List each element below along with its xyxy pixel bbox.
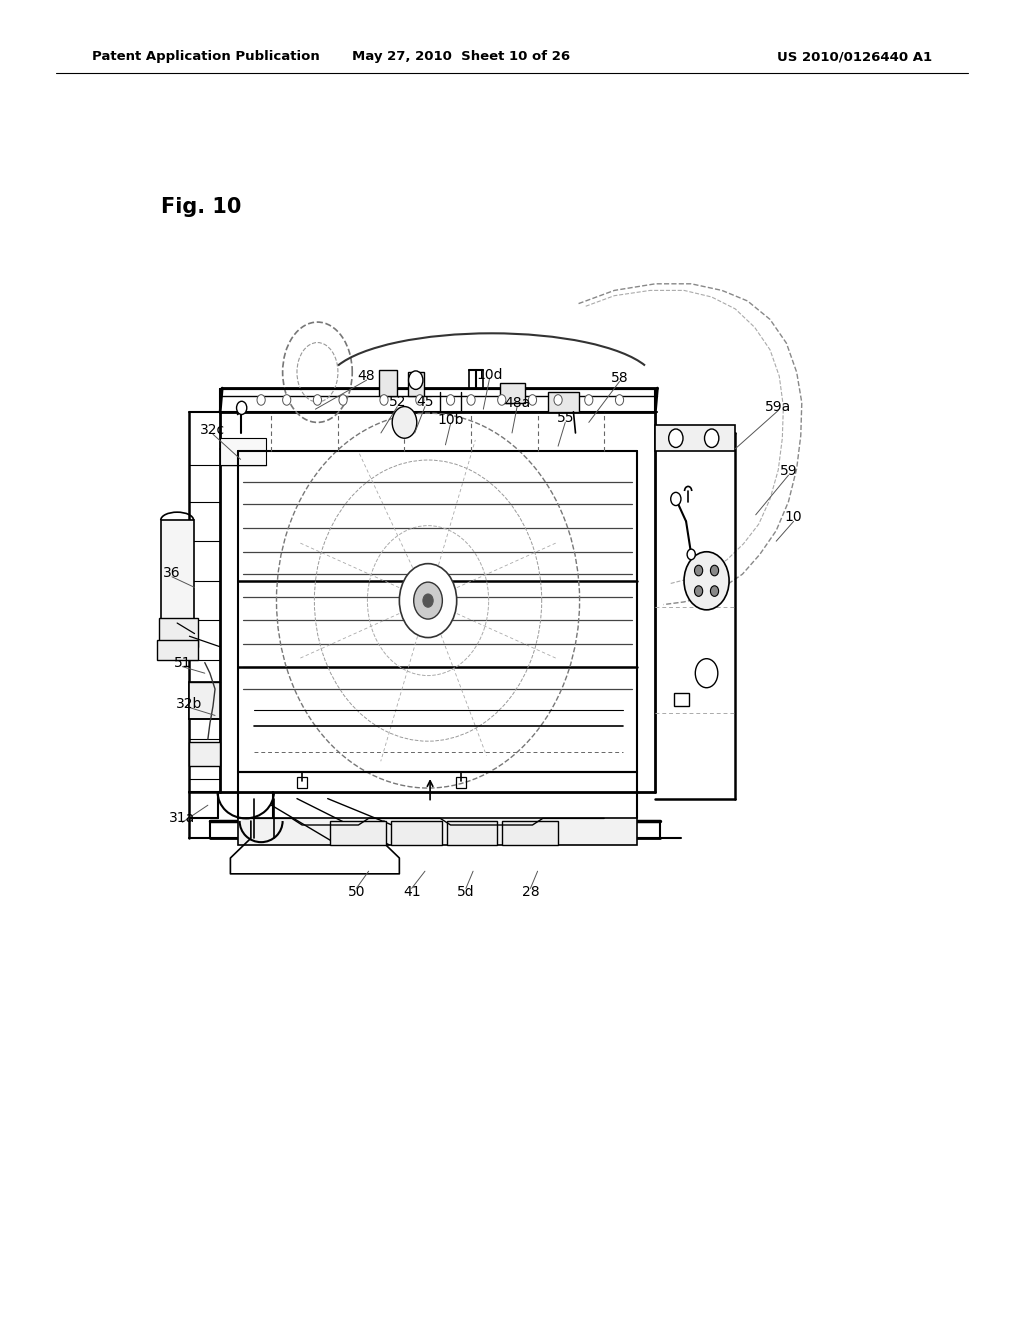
Bar: [159, 618, 198, 647]
Bar: [447, 821, 497, 845]
Text: 36: 36: [163, 566, 181, 579]
Text: 48a: 48a: [504, 396, 530, 409]
Circle shape: [392, 407, 417, 438]
Text: 10b: 10b: [437, 413, 464, 426]
Circle shape: [313, 395, 322, 405]
Circle shape: [694, 565, 702, 576]
Circle shape: [711, 586, 719, 597]
Text: Fig. 10: Fig. 10: [161, 197, 241, 218]
Text: 59: 59: [779, 465, 798, 478]
Circle shape: [694, 586, 702, 597]
Circle shape: [669, 429, 683, 447]
Circle shape: [257, 395, 265, 405]
Bar: [220, 438, 266, 465]
Circle shape: [687, 549, 695, 560]
Text: May 27, 2010  Sheet 10 of 26: May 27, 2010 Sheet 10 of 26: [351, 50, 570, 63]
Circle shape: [237, 401, 247, 414]
Circle shape: [414, 582, 442, 619]
Text: 31a: 31a: [169, 812, 196, 825]
Circle shape: [467, 395, 475, 405]
Circle shape: [528, 395, 537, 405]
Text: 5d: 5d: [457, 886, 475, 899]
Text: US 2010/0126440 A1: US 2010/0126440 A1: [777, 50, 932, 63]
Circle shape: [615, 395, 624, 405]
Text: 55: 55: [556, 412, 574, 425]
Circle shape: [671, 492, 681, 506]
Circle shape: [498, 395, 506, 405]
Bar: [189, 742, 220, 766]
Circle shape: [399, 564, 457, 638]
Bar: [330, 821, 386, 845]
Text: 52: 52: [388, 395, 407, 409]
Bar: [297, 777, 307, 788]
Circle shape: [705, 429, 719, 447]
Circle shape: [554, 395, 562, 405]
Bar: [391, 821, 442, 845]
Text: Patent Application Publication: Patent Application Publication: [92, 50, 319, 63]
Bar: [238, 818, 637, 845]
Bar: [379, 370, 397, 396]
Bar: [655, 425, 735, 451]
Circle shape: [409, 371, 423, 389]
Text: 41: 41: [402, 886, 421, 899]
Text: 32b: 32b: [176, 697, 203, 710]
Text: 10: 10: [784, 511, 803, 524]
Text: 50: 50: [347, 886, 366, 899]
Bar: [674, 693, 689, 706]
Text: 51: 51: [173, 656, 191, 669]
Bar: [456, 777, 466, 788]
Text: 10d: 10d: [476, 368, 503, 381]
Bar: [161, 520, 194, 623]
Circle shape: [283, 395, 291, 405]
Text: 28: 28: [521, 886, 540, 899]
Circle shape: [423, 594, 433, 607]
Circle shape: [380, 395, 388, 405]
Circle shape: [695, 659, 718, 688]
Bar: [548, 392, 579, 412]
Circle shape: [446, 395, 455, 405]
Text: 48: 48: [357, 368, 376, 383]
Bar: [189, 682, 220, 719]
Circle shape: [711, 565, 719, 576]
Circle shape: [585, 395, 593, 405]
Bar: [500, 383, 525, 403]
Text: 45: 45: [416, 395, 434, 409]
Text: 59a: 59a: [765, 400, 792, 413]
Bar: [408, 372, 424, 396]
Bar: [157, 640, 198, 660]
Bar: [502, 821, 558, 845]
Text: 58: 58: [610, 371, 629, 384]
Circle shape: [339, 395, 347, 405]
Circle shape: [684, 552, 729, 610]
Circle shape: [416, 395, 424, 405]
Text: 32c: 32c: [201, 424, 225, 437]
